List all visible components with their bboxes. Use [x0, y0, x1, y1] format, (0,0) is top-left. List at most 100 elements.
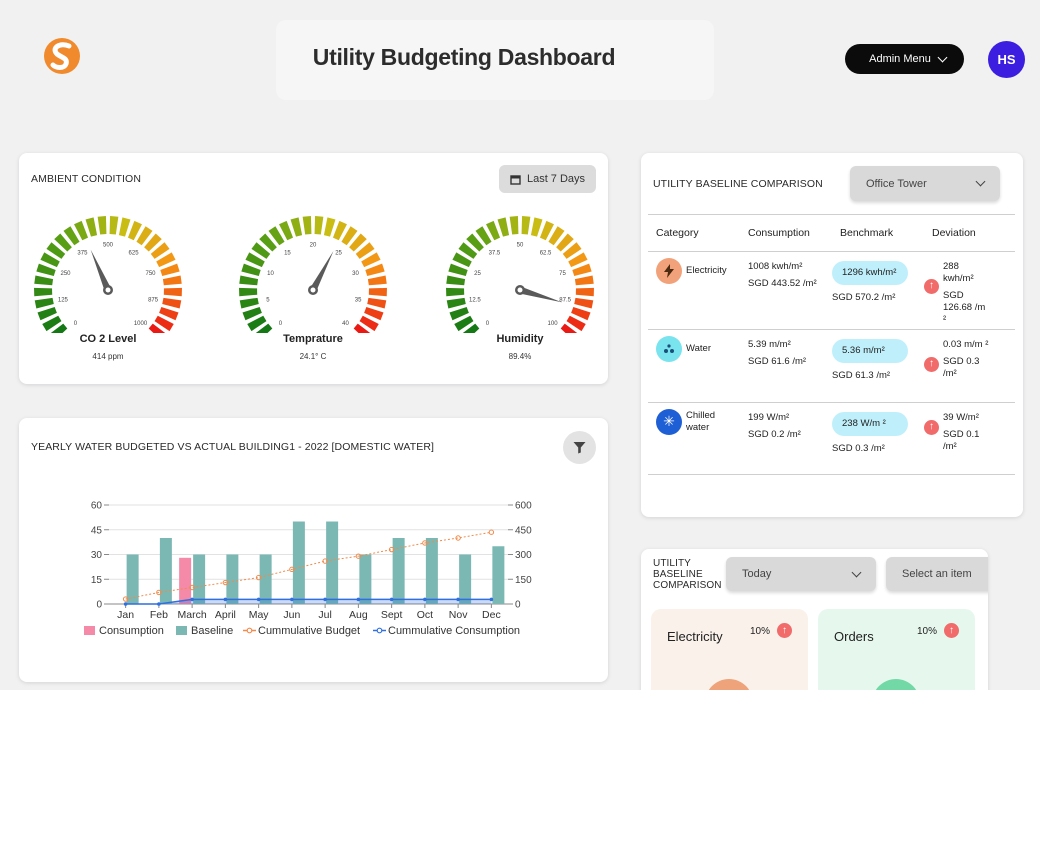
benchmark-pill: 5.36 m/m² — [832, 339, 908, 363]
gauge-segment — [353, 323, 371, 333]
chevron-down-icon — [975, 176, 986, 187]
cumulative-consumption-point — [190, 597, 194, 602]
gauge-segment — [539, 220, 554, 241]
admin-menu-label: Admin Menu — [869, 53, 931, 65]
gauge-tick-label: 62.5 — [540, 250, 552, 256]
gauge-segment — [118, 217, 131, 237]
baseline-bar — [193, 554, 206, 604]
gauge-segment — [156, 252, 176, 268]
gauge-tick-label: 125 — [58, 297, 69, 303]
arrow-up-icon: ↑ — [777, 623, 792, 638]
gauge-label: Humidity — [496, 333, 544, 345]
gauge-segment — [97, 216, 107, 235]
snowflake-icon: ✳ — [656, 409, 682, 435]
gauge-tick-label: 5 — [266, 297, 270, 303]
cumulative-consumption-point — [389, 597, 394, 602]
gauge-segment — [247, 315, 267, 332]
gauge-segment — [242, 306, 262, 321]
chevron-down-icon — [937, 52, 948, 62]
baseline-bar — [459, 554, 472, 604]
baseline-bar — [259, 554, 272, 604]
gauge-segment — [50, 323, 68, 333]
orders-mini-card[interactable]: Orders 10% ↑ — [818, 609, 975, 690]
y-right-tick-label: 0 — [515, 600, 521, 611]
gauge-needle — [309, 251, 334, 292]
gauge-co2: 0 125 250 375 500 625 750 875 1000 CO 2 Level 41… — [28, 213, 188, 373]
x-tick-label: April — [215, 609, 236, 621]
filter-button[interactable] — [563, 431, 596, 464]
y-left-tick-label: 15 — [91, 575, 103, 586]
table-header-row: Category Consumption Benchmark Deviation — [648, 214, 1015, 252]
comparison-title: UTILITY BASELINE COMPARISON — [653, 558, 722, 591]
gauge-segment — [462, 323, 480, 333]
gauge-segment — [46, 242, 66, 259]
gauge-tick-label: 40 — [342, 321, 349, 327]
building-select[interactable]: Office Tower — [850, 166, 1000, 201]
gauge-segment — [136, 226, 153, 246]
cumulative-budget-point — [156, 589, 162, 596]
consumption-value: 5.39 m/m² — [748, 339, 791, 350]
gauge-segment — [355, 242, 375, 259]
gauge-tick-label: 625 — [129, 250, 140, 256]
gauge-tick-label: 25 — [335, 250, 342, 256]
consumption-cost: SGD 61.6 /m² — [748, 355, 807, 367]
gauge-tick-label: 12.5 — [469, 297, 481, 303]
arrow-up-icon: ↑ — [924, 279, 939, 294]
water-budget-card: YEARLY WATER BUDGETED VS ACTUAL BUILDING… — [19, 418, 608, 682]
baseline-title: UTILITY BASELINE COMPARISON — [653, 178, 823, 190]
comparison-title-line: BASELINE — [653, 569, 703, 580]
gauge-segment — [34, 275, 54, 286]
title-backdrop — [276, 20, 714, 100]
gauge-segment — [446, 297, 466, 309]
period-button[interactable]: Last 7 Days — [499, 165, 596, 193]
cumulative-budget-point — [289, 566, 295, 573]
avatar[interactable]: HS — [988, 41, 1025, 78]
cumulative-consumption-point — [423, 597, 427, 602]
gauge-segment — [40, 252, 60, 268]
gauge-segment — [127, 220, 142, 241]
brand-logo — [44, 38, 80, 74]
gauge-tick-label: 875 — [148, 297, 159, 303]
mini-card-title: Orders — [834, 629, 874, 644]
deviation-cost: SGD 0.3 /m² — [943, 355, 980, 379]
baseline-comparison-card: UTILITY BASELINE COMPARISON Office Tower… — [641, 153, 1023, 517]
consumption-bar — [179, 557, 192, 604]
period-select[interactable]: Today — [726, 557, 876, 591]
cumulative-budget-point — [355, 553, 362, 559]
gauge-segment — [572, 263, 592, 277]
gauge-segment — [367, 297, 387, 309]
gauge-temperature-dial: 0 5 10 15 20 25 30 35 40 — [239, 216, 387, 333]
gauge-segment — [162, 297, 182, 309]
admin-menu-button[interactable]: Admin Menu — [845, 44, 964, 74]
benchmark-cost: SGD 570.2 /m² — [832, 291, 896, 303]
legend-swatch — [84, 626, 95, 635]
gauge-segment — [575, 287, 594, 297]
y-left-tick-label: 60 — [91, 501, 103, 512]
category-label: Chilled water — [686, 410, 716, 433]
gauge-segment — [163, 287, 182, 297]
period-label: Last 7 Days — [526, 173, 586, 185]
category-label: Electricity — [686, 265, 727, 277]
gauge-needle — [90, 249, 112, 292]
gauge-segment — [148, 323, 166, 333]
cumulative-budget-point — [122, 596, 129, 602]
x-tick-label: Feb — [150, 609, 168, 621]
electricity-mini-card[interactable]: Electricity 10% ↑ — [651, 609, 808, 690]
gauge-segment — [154, 315, 174, 332]
cumulative-budget-point — [222, 579, 229, 586]
legend-swatch — [176, 626, 187, 635]
gauge-segment — [239, 297, 259, 309]
y-right-tick-label: 150 — [515, 575, 532, 586]
cumulative-consumption-point — [223, 597, 228, 602]
legend-swatch-marker — [376, 627, 383, 634]
gauge-tick-label: 750 — [145, 271, 156, 277]
gauge-needle-hub-center — [310, 287, 316, 293]
legend-label: Cummulative Consumption — [388, 625, 520, 637]
cumulative-budget-line — [125, 531, 492, 600]
gauge-segment — [109, 216, 119, 235]
item-select[interactable]: Select an item — [886, 557, 988, 591]
gauge-co2-dial: 0 125 250 375 500 625 750 875 1000 — [34, 216, 182, 333]
x-tick-label: Jul — [318, 609, 331, 621]
table-row: Water 5.39 m/m² SGD 61.6 /m² 5.36 m/m² S… — [648, 329, 1015, 403]
gauge-segment — [255, 323, 273, 333]
